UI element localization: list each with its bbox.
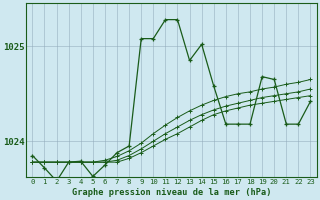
- X-axis label: Graphe pression niveau de la mer (hPa): Graphe pression niveau de la mer (hPa): [72, 188, 271, 197]
